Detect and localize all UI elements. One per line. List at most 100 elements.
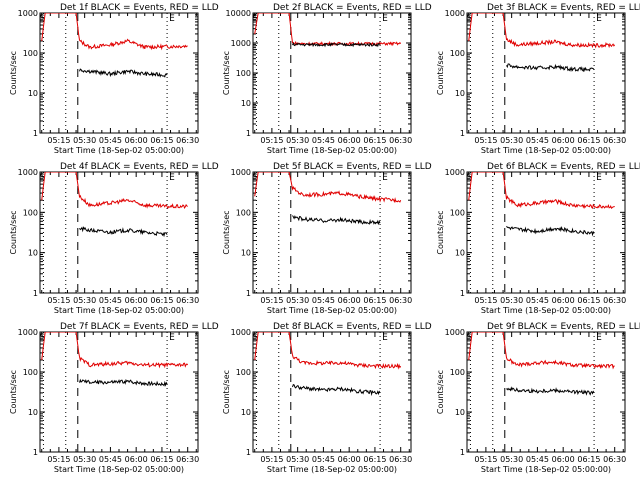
x-axis-label: Start Time (18-Sep-02 05:00:00) [267,465,397,474]
marker-S: S [39,173,45,183]
x-tick-label: 06:30 [603,136,626,145]
series-events [506,63,595,73]
plot-title: Det 5f BLACK = Events, RED = LLD [273,162,432,172]
plot-frame [252,331,412,453]
marker-E: E [596,173,602,183]
x-tick-label: 05:30 [286,455,309,464]
y-axis-label: Counts/sec [222,210,231,254]
plot-title: Det 4f BLACK = Events, RED = LLD [60,162,219,172]
series-events [506,225,595,237]
series-lld [41,172,188,210]
x-tick-label: 06:30 [389,296,412,305]
plot-frame [39,331,199,453]
x-tick-label: 05:15 [474,136,497,145]
series-events [292,215,381,225]
y-axis-label: Counts/sec [9,51,18,95]
x-tick-label: 06:00 [338,296,361,305]
marker-S: S [252,333,258,343]
x-tick-label: 06:00 [338,136,361,145]
y-tick-label: 100 [23,208,38,217]
series-events [292,383,381,397]
y-tick-label: 10 [28,249,38,258]
x-tick-label: 05:45 [312,455,335,464]
y-tick-label: 10000 [226,9,251,18]
x-tick-label: 05:45 [312,136,335,145]
plot-frame [466,12,626,134]
x-axis-label: Start Time (18-Sep-02 05:00:00) [481,465,611,474]
x-tick-label: 05:30 [500,136,523,145]
x-tick-label: 06:15 [150,296,173,305]
y-axis-label: Counts/sec [222,51,231,95]
x-tick-label: 06:15 [363,296,386,305]
y-axis-label: Counts/sec [222,370,231,414]
x-tick-label: 05:30 [500,296,523,305]
marker-S: S [39,14,45,24]
series-lld [41,13,188,51]
x-tick-label: 05:15 [260,136,283,145]
plot-title: Det 8f BLACK = Events, RED = LLD [273,322,432,332]
x-tick-label: 05:30 [73,136,96,145]
y-tick-label: 100 [236,69,251,78]
plot-panel-5: Det 5f BLACK = Events, RED = LLD 1 10 100 10… [222,162,432,315]
series-events [79,68,168,78]
x-tick-label: 06:30 [176,455,199,464]
y-tick-label: 10 [455,249,465,258]
y-tick-label: 1000 [231,39,251,48]
series-lld [468,332,615,370]
plot-frame [39,171,199,294]
y-tick-label: 1 [33,289,38,298]
x-tick-label: 05:45 [312,296,335,305]
marker-E: E [169,14,175,24]
x-tick-label: 06:00 [552,296,575,305]
y-tick-label: 1 [246,129,251,138]
x-tick-label: 06:00 [125,455,148,464]
x-tick-label: 06:15 [577,136,600,145]
plot-title: Det 6f BLACK = Events, RED = LLD [487,162,640,172]
y-tick-label: 10 [241,408,251,417]
y-tick-label: 1000 [231,328,251,337]
series-events [79,226,168,238]
y-tick-label: 1 [246,289,251,298]
x-tick-label: 06:30 [176,136,199,145]
marker-S: S [252,14,258,24]
x-tick-label: 06:00 [552,455,575,464]
x-tick-label: 05:45 [99,455,122,464]
plot-panel-3: Det 3f BLACK = Events, RED = LLD 1 10 100 10… [436,3,640,155]
x-tick-label: 06:30 [389,136,412,145]
y-axis-label: Counts/sec [436,51,445,95]
x-axis-label: Start Time (18-Sep-02 05:00:00) [54,306,184,315]
series-events [79,378,168,387]
plot-title: Det 2f BLACK = Events, RED = LLD [273,3,432,13]
y-tick-label: 10 [455,89,465,98]
x-tick-label: 05:45 [526,136,549,145]
y-tick-label: 1 [33,129,38,138]
x-tick-label: 05:45 [99,296,122,305]
y-tick-label: 10 [28,89,38,98]
marker-E: E [382,14,388,24]
series-lld [254,13,402,47]
x-tick-label: 06:15 [363,136,386,145]
y-tick-label: 100 [450,49,465,58]
series-lld [254,172,402,203]
plot-panel-4: Det 4f BLACK = Events, RED = LLD 1 10 100 10… [9,162,219,315]
plot-frame [466,171,626,294]
x-axis-label: Start Time (18-Sep-02 05:00:00) [267,146,397,155]
y-tick-label: 1000 [18,328,38,337]
plot-panel-9: Det 9f BLACK = Events, RED = LLD 1 10 100 10… [436,322,640,474]
x-tick-label: 06:15 [577,455,600,464]
y-tick-label: 1000 [18,9,38,18]
x-tick-label: 06:30 [603,455,626,464]
plot-title: Det 9f BLACK = Events, RED = LLD [487,322,640,332]
x-axis-label: Start Time (18-Sep-02 05:00:00) [54,146,184,155]
y-tick-label: 100 [236,208,251,217]
x-tick-label: 06:30 [176,296,199,305]
y-tick-label: 1 [246,448,251,457]
x-tick-label: 05:15 [474,455,497,464]
plot-panel-2: Det 2f BLACK = Events, RED = LLD 1 10 100 10… [222,3,432,155]
marker-S: S [466,173,472,183]
y-axis-label: Counts/sec [9,370,18,414]
x-tick-label: 06:00 [125,136,148,145]
x-tick-label: 06:15 [363,455,386,464]
y-tick-label: 1 [33,448,38,457]
marker-E: E [382,333,388,343]
